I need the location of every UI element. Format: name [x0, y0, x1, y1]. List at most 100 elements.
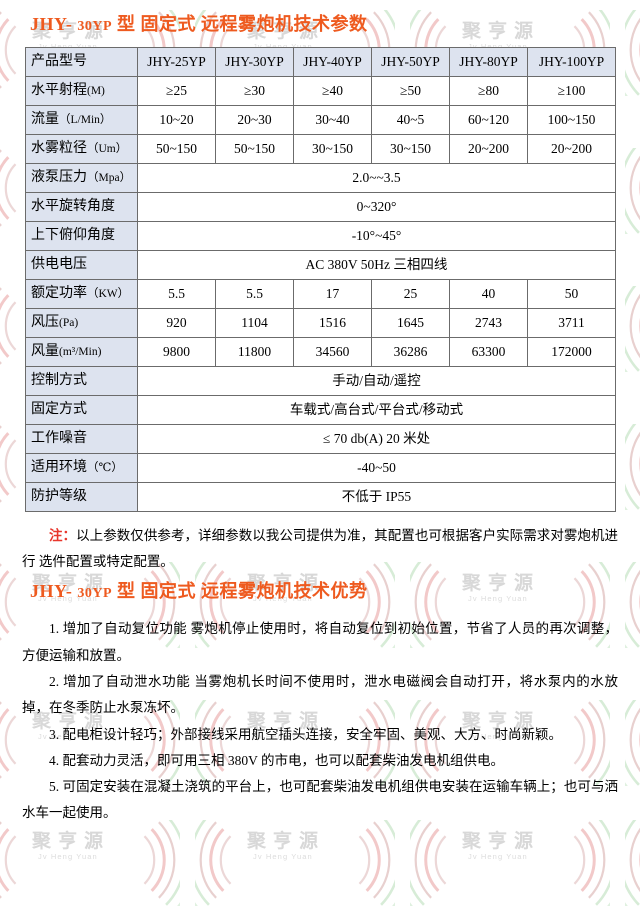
table-row: 上下俯仰角度 -10°~45° [25, 221, 616, 251]
table-cell: 17 [293, 279, 372, 309]
advantage-item: 1. 增加了自动复位功能 雾炮机停止使用时，将自动复位到初始位置，节省了人员的再… [22, 621, 618, 663]
table-row: 水雾粒径（Um） 50~150 50~150 30~150 30~150 20~200 20… [25, 134, 616, 164]
table-header-model: JHY-30YP [215, 47, 294, 77]
table-cell: 100~150 [527, 105, 616, 135]
table-row: 固定方式 车载式/高台式/平台式/移动式 [25, 395, 616, 425]
page-title-advantages: JHY- 30YP 型 固定式 远程雾炮机技术优势 [0, 574, 640, 603]
table-cell: 20~200 [527, 134, 616, 164]
table-row-label: 液泵压力（Mpa） [25, 163, 138, 193]
table-cell: 172000 [527, 337, 616, 367]
advantage-item: 5. 可固定安装在混凝土浇筑的平台上，也可配套柴油发电机组供电安装在运输车辆上；… [22, 779, 618, 821]
table-cell-merged: 0~320° [137, 192, 616, 222]
watermark-cn-text: 聚亨源 [247, 830, 326, 852]
table-header-row: 产品型号 JHY-25YP JHY-30YP JHY-40YP JHY-50YP JHY-… [25, 47, 616, 77]
advantage-item: 3. 配电柜设计轻巧；外部接线采用航空插头连接，安全牢固、美观、大方、时尚新颖。 [49, 726, 562, 742]
table-cell: 9800 [137, 337, 216, 367]
page-title-prefix: JHY- [30, 14, 78, 34]
table-row: 水平旋转角度 0~320° [25, 192, 616, 222]
table-cell: 1645 [371, 308, 450, 338]
table-row-label: 固定方式 [25, 395, 138, 425]
table-cell: 40~5 [371, 105, 450, 135]
table-row-label: 工作噪音 [25, 424, 138, 454]
table-cell: 30~40 [293, 105, 372, 135]
table-cell-merged: -10°~45° [137, 221, 616, 251]
table-cell: 60~120 [449, 105, 528, 135]
note-paragraph: 注：以上参数仅供参考，详细参数以我公司提供为准，其配置也可根据客户实际需求对雾炮… [22, 523, 618, 574]
table-row-unit: （L/Min） [59, 113, 112, 126]
watermark-en-text: Jv Heng Yuan [38, 852, 98, 861]
table-cell-merged: 手动/自动/遥控 [137, 366, 616, 396]
table-row-unit: (M) [87, 84, 105, 97]
table-header-model: JHY-80YP [449, 47, 528, 77]
table-row: 流量（L/Min） 10~20 20~30 30~40 40~5 60~120 100~15… [25, 105, 616, 135]
table-cell-merged: 车载式/高台式/平台式/移动式 [137, 395, 616, 425]
table-row-unit: （KW） [87, 287, 130, 300]
table-row-label: 防护等级 [25, 482, 138, 512]
table-row-label: 风量(m³/Min) [25, 337, 138, 367]
table-cell: ≥40 [293, 76, 372, 106]
table-row: 供电电压 AC 380V 50Hz 三相四线 [25, 250, 616, 280]
table-cell: 30~150 [371, 134, 450, 164]
table-row: 工作噪音 ≤ 70 db(A) 20 米处 [25, 424, 616, 454]
table-row: 防护等级 不低于 IP55 [25, 482, 616, 512]
table-cell: ≥25 [137, 76, 216, 106]
table-cell: 5.5 [215, 279, 294, 309]
table-header-model: JHY-100YP [527, 47, 616, 77]
table-row-label: 额定功率（KW） [25, 279, 138, 309]
table-cell: 2743 [449, 308, 528, 338]
table-row-label: 水雾粒径（Um） [25, 134, 138, 164]
table-cell: 30~150 [293, 134, 372, 164]
watermark-arcs [0, 820, 180, 906]
table-row: 液泵压力（Mpa） 2.0~~3.5 [25, 163, 616, 193]
advantage-item: 4. 配套动力灵活，即可用三相 380V 的市电，也可以配套柴油发电机组供电。 [49, 752, 505, 768]
table-cell: 11800 [215, 337, 294, 367]
table-cell-merged: 不低于 IP55 [137, 482, 616, 512]
table-row-label: 上下俯仰角度 [25, 221, 138, 251]
note-text: 以上参数仅供参考，详细参数以我公司提供为准，其配置也可根据客户实际需求对雾炮机进… [22, 528, 619, 569]
page-title-model: 30YP [77, 19, 113, 34]
table-cell: 36286 [371, 337, 450, 367]
table-cell: ≥80 [449, 76, 528, 106]
table-row-label: 水平射程(M) [25, 76, 138, 106]
table-cell: ≥100 [527, 76, 616, 106]
table-cell: 50~150 [215, 134, 294, 164]
table-cell: 10~20 [137, 105, 216, 135]
adv-title-model: 30YP [77, 586, 113, 602]
watermark-en-text: Jv Heng Yuan [253, 852, 313, 861]
page-title-suffix: 型 固定式 远程雾炮机技术参数 [112, 14, 368, 34]
table-cell-merged: AC 380V 50Hz 三相四线 [137, 250, 616, 280]
table-cell-merged: 2.0~~3.5 [137, 163, 616, 193]
table-row-label: 风压(Pa) [25, 308, 138, 338]
table-cell: 63300 [449, 337, 528, 367]
table-row-label: 适用环境（℃） [25, 453, 138, 483]
table-cell: 3711 [527, 308, 616, 338]
table-cell: ≥30 [215, 76, 294, 106]
table-row: 风量(m³/Min) 9800 11800 34560 36286 63300 172000 [25, 337, 616, 367]
table-cell: 50~150 [137, 134, 216, 164]
table-cell: 20~30 [215, 105, 294, 135]
table-row-label: 水平旋转角度 [25, 192, 138, 222]
page-title-parameters: JHY- 30YP 型 固定式 远程雾炮机技术参数 [0, 0, 640, 36]
table-row: 额定功率（KW） 5.5 5.5 17 25 40 50 [25, 279, 616, 309]
table-row: 适用环境（℃） -40~50 [25, 453, 616, 483]
table-header-model: JHY-40YP [293, 47, 372, 77]
table-header-model: JHY-50YP [371, 47, 450, 77]
table-row: 控制方式 手动/自动/遥控 [25, 366, 616, 396]
table-row: 水平射程(M) ≥25 ≥30 ≥40 ≥50 ≥80 ≥100 [25, 76, 616, 106]
watermark-arcs [195, 820, 395, 906]
watermark-cn-text: 聚亨源 [32, 830, 111, 852]
table-cell: 920 [137, 308, 216, 338]
table-row-unit: (m³/Min) [59, 345, 102, 358]
table-cell-merged: ≤ 70 db(A) 20 米处 [137, 424, 616, 454]
specification-table: 产品型号 JHY-25YP JHY-30YP JHY-40YP JHY-50YP JHY-… [25, 47, 616, 512]
document-body: JHY- 30YP 型 固定式 远程雾炮机技术参数 产品型号 JHY-25YP JH… [0, 0, 640, 827]
table-header-param: 产品型号 [25, 47, 138, 77]
advantages-list: 1. 增加了自动复位功能 雾炮机停止使用时，将自动复位到初始位置，节省了人员的再… [22, 616, 618, 827]
watermark-arcs [625, 820, 640, 906]
table-row-unit: （℃） [87, 461, 123, 474]
table-cell: 34560 [293, 337, 372, 367]
